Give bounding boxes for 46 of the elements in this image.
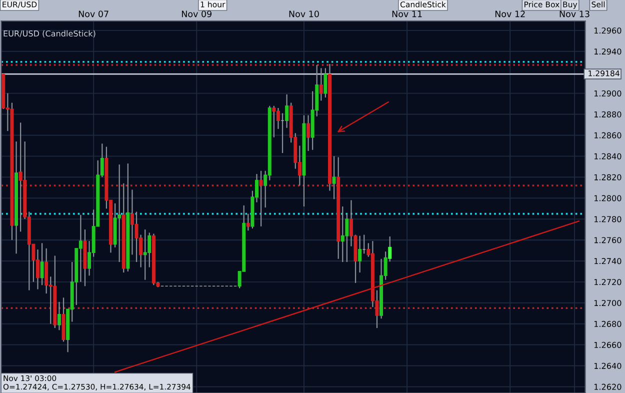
candlestick [272,105,276,138]
y-tick-label: 1.2620 [594,384,622,390]
candlestick [276,107,280,130]
x-tick-label: Nov 10 [289,10,319,18]
candlestick [345,213,349,263]
y-tick-label: 1.2940 [594,48,622,55]
y-tick-label: 1.2880 [594,111,622,118]
y-tick-label: 1.2640 [594,362,622,369]
y-tick-label: 1.2840 [594,153,622,160]
candlestick [246,213,250,232]
x-tick-label: Nov 11 [392,10,422,18]
candlestick [78,214,82,282]
x-tick-label: Nov 12 [495,10,525,18]
y-tick-label: 1.2800 [594,195,622,202]
x-tick-label: Nov 09 [182,10,212,18]
x-tick-label: Nov 13 [560,10,590,18]
candlestick [388,236,392,262]
y-tick-label: 1.2860 [594,132,622,138]
candlestick [358,235,362,274]
candlestick [148,232,152,268]
y-tick-label: 1.2700 [594,300,622,306]
candlestick [118,164,122,263]
candlestick [259,170,263,227]
x-tick-label: Nov 07 [78,10,108,18]
text: EUR/USD (CandleStick) [4,30,96,38]
y-tick-label: 1.2820 [594,174,622,180]
candlestick [319,68,323,102]
candlestick [40,242,44,286]
candlestick [340,206,344,263]
y-tick-label: 1.2680 [594,320,622,328]
candlestick [143,228,147,280]
y-tick-label: 1.2760 [594,237,622,244]
candlestick [44,248,48,294]
y-tick-label: 1.2960 [594,28,622,34]
candlestick [134,211,138,263]
candlestick [332,156,336,200]
y-tick-label: 1.2660 [594,342,622,348]
y-tick-label: 1.2740 [594,258,622,264]
candlestick [285,94,289,128]
y-tick-label: 1.2780 [594,216,622,222]
candlestick [324,68,328,98]
candlestick [57,301,61,331]
y-tick-label: 1.2900 [594,90,622,96]
candlestick [306,114,310,152]
y-tick-label: 1.2720 [594,279,622,286]
candlestick [18,122,22,232]
